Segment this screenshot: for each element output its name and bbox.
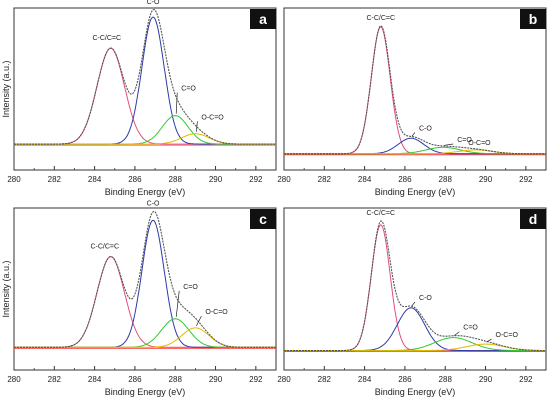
- panel-letter: b: [529, 11, 538, 27]
- peak-label: C-C/C=C: [90, 244, 119, 251]
- x-tick-label: 280: [277, 375, 291, 384]
- peak-label: C-O: [419, 125, 432, 132]
- panel-letter: c: [259, 211, 267, 227]
- annotation-arrow: [411, 301, 416, 307]
- panel-b: b 280 282 284 286 288 290 292 Binding Energy (eV…: [277, 7, 547, 197]
- x-axis-label: Binding Energy (eV): [105, 187, 186, 197]
- x-tick-label: 280: [7, 175, 21, 184]
- annotation-arrow: [411, 132, 416, 137]
- envelope-curve: [284, 220, 546, 352]
- envelope-curve: [14, 210, 276, 348]
- panel-c: c 280 282 284 286 288 290 292 Binding Energy (eV…: [1, 201, 277, 397]
- panel-letter: a: [259, 11, 267, 27]
- component-c-o: [14, 16, 276, 145]
- x-tick-label: 282: [48, 375, 62, 384]
- annotation-arrow: [444, 143, 454, 146]
- x-axis-label: Binding Energy (eV): [375, 187, 456, 197]
- peak-label: O-C=O: [468, 140, 491, 147]
- panel-a: a 280 282 284 286 288 290 292 Binding Energy (eV…: [1, 0, 277, 197]
- peak-label: C-O: [147, 201, 160, 208]
- peak-label: O-C=O: [201, 114, 224, 121]
- peak-label: C=O: [457, 137, 472, 144]
- panel-letter: d: [529, 211, 538, 227]
- x-tick-label: 288: [169, 175, 183, 184]
- x-axis-label: Binding Energy (eV): [375, 387, 456, 397]
- peak-label: O-C=O: [205, 309, 228, 316]
- panel-letter-box: [250, 209, 276, 229]
- x-tick-label: 286: [398, 175, 412, 184]
- annotation-arrow: [196, 315, 202, 327]
- x-tick-label: 284: [358, 175, 372, 184]
- envelope-curve: [284, 25, 546, 155]
- plot-frame: [13, 207, 277, 371]
- y-axis-label: Intensity (a.u.): [1, 260, 11, 317]
- x-tick-label: 292: [519, 375, 533, 384]
- component-o-c-o: [284, 343, 546, 352]
- x-tick-label: 290: [479, 175, 493, 184]
- annotation-arrow: [454, 331, 460, 336]
- plot-frame: [283, 7, 547, 171]
- peak-label: C=O: [183, 284, 198, 291]
- component-c-c-c-c: [14, 47, 276, 145]
- peak-label: C-C/C=C: [366, 15, 395, 22]
- panel-letter-box: [520, 209, 546, 229]
- x-tick-label: 290: [209, 375, 223, 384]
- x-tick-label: 284: [88, 375, 102, 384]
- y-axis-label: Intensity (a.u.): [1, 60, 11, 117]
- envelope-curve: [14, 8, 276, 145]
- component-c-o: [284, 337, 546, 352]
- x-tick-label: 282: [318, 375, 332, 384]
- x-tick-label: 286: [128, 175, 142, 184]
- x-tick-label: 288: [439, 175, 453, 184]
- x-tick-label: 282: [48, 175, 62, 184]
- peak-label: C-C/C=C: [366, 210, 395, 217]
- component-c-o: [284, 307, 546, 352]
- component-c-o: [14, 219, 276, 348]
- x-tick-label: 284: [88, 175, 102, 184]
- x-tick-label: 282: [318, 175, 332, 184]
- x-axis-label: Binding Energy (eV): [105, 387, 186, 397]
- peak-label: C=O: [181, 86, 196, 93]
- annotation-arrow: [175, 92, 178, 114]
- x-tick-label: 280: [7, 375, 21, 384]
- component-c-o: [284, 137, 546, 155]
- x-tick-label: 290: [479, 375, 493, 384]
- x-tick-label: 288: [439, 375, 453, 384]
- panel-letter-box: [250, 9, 276, 29]
- peak-label: C-C/C=C: [92, 35, 121, 42]
- annotation-arrow: [196, 121, 198, 132]
- peak-label: C=O: [463, 325, 478, 332]
- x-tick-label: 284: [358, 375, 372, 384]
- peak-label: O-C=O: [496, 332, 519, 339]
- x-tick-label: 292: [249, 175, 263, 184]
- peak-label: C-O: [419, 295, 432, 302]
- plot-frame: [283, 207, 547, 371]
- x-tick-label: 290: [209, 175, 223, 184]
- annotation-arrow: [175, 290, 180, 317]
- x-tick-label: 292: [519, 175, 533, 184]
- x-tick-label: 292: [249, 375, 263, 384]
- panel-d: d 280 282 284 286 288 290 292 Binding Energy (eV…: [277, 207, 547, 397]
- x-tick-label: 288: [169, 375, 183, 384]
- component-c-c-c-c: [284, 26, 546, 155]
- x-tick-label: 286: [398, 375, 412, 384]
- component-c-c-c-c: [14, 256, 276, 348]
- plot-frame: [13, 7, 277, 171]
- x-tick-label: 286: [128, 375, 142, 384]
- panel-letter-box: [520, 9, 546, 29]
- x-tick-label: 280: [277, 175, 291, 184]
- annotation-arrow: [486, 338, 492, 343]
- peak-label: C-O: [147, 0, 160, 6]
